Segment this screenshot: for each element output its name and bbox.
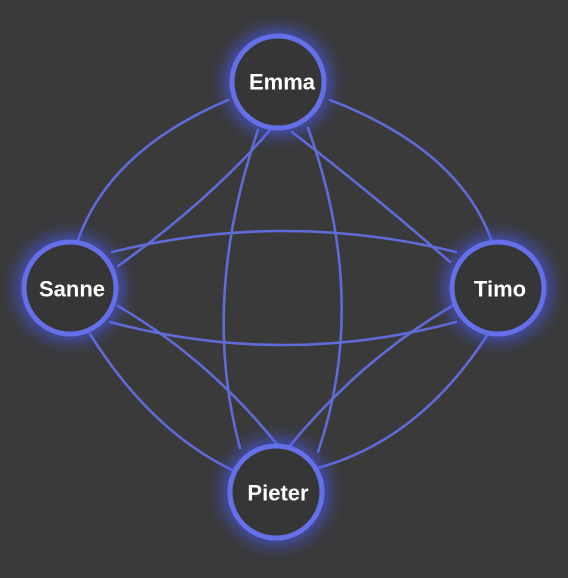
node-label-emma: Emma bbox=[249, 70, 316, 95]
edge-sanne-timo bbox=[110, 229, 458, 254]
node-label-timo: Timo bbox=[474, 277, 526, 302]
nodes-layer: Emma Sanne Timo Pieter bbox=[18, 30, 550, 544]
edge-emma-sanne bbox=[116, 128, 272, 268]
node-sanne[interactable]: Sanne bbox=[18, 236, 122, 340]
edge-emma-pieter bbox=[222, 128, 260, 450]
edge-timo-pieter bbox=[316, 332, 490, 470]
node-label-sanne: Sanne bbox=[39, 277, 105, 302]
edge-emma-pieter bbox=[306, 126, 343, 454]
node-circle bbox=[449, 239, 547, 337]
edge-sanne-pieter bbox=[116, 304, 282, 450]
node-pieter[interactable]: Pieter bbox=[224, 440, 328, 544]
edges-layer bbox=[76, 98, 494, 472]
node-circle bbox=[21, 239, 119, 337]
edge-emma-sanne bbox=[76, 98, 230, 242]
node-circle bbox=[227, 443, 325, 541]
edge-timo-pieter bbox=[286, 304, 454, 450]
node-emma[interactable]: Emma bbox=[226, 30, 330, 134]
edge-sanne-pieter bbox=[88, 332, 234, 472]
node-circle bbox=[229, 33, 327, 131]
node-label-pieter: Pieter bbox=[247, 481, 309, 506]
node-timo[interactable]: Timo bbox=[446, 236, 550, 340]
edge-emma-timo bbox=[328, 98, 494, 244]
